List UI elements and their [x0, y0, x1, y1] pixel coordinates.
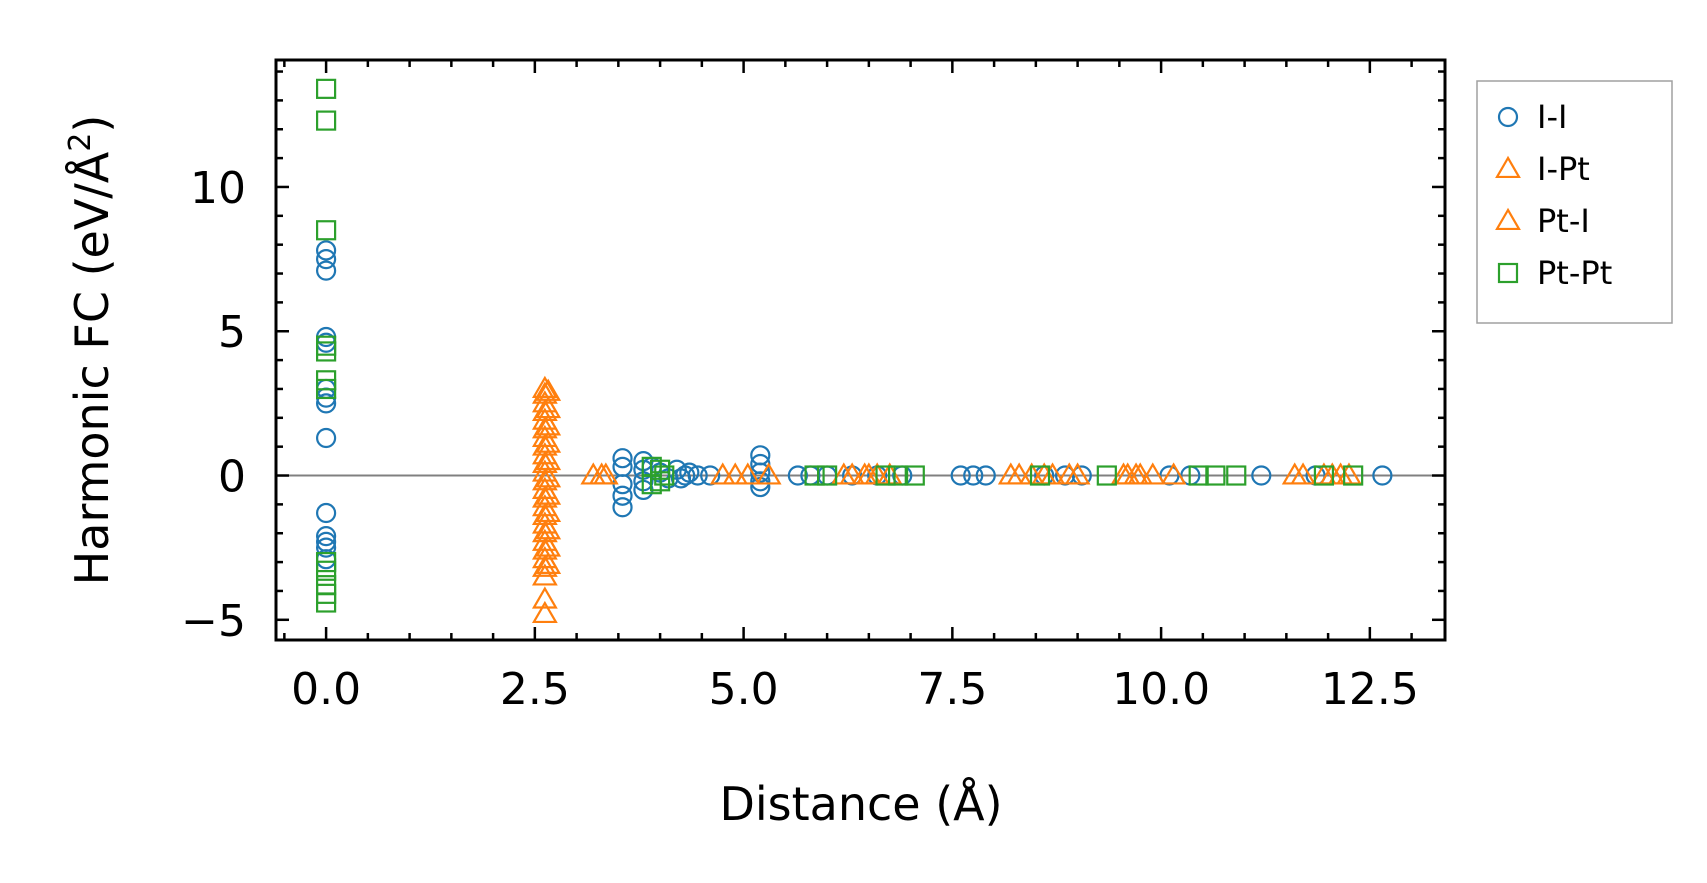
data-point: [588, 462, 615, 485]
y-axis-label: Harmonic FC (eV/Å2): [63, 115, 119, 586]
plot-frame: [274, 58, 1447, 642]
data-point: [816, 465, 838, 486]
data-point: [904, 465, 925, 486]
data-point: [963, 465, 984, 486]
data-point: [855, 462, 882, 485]
data-point: [709, 462, 736, 485]
data-point: [734, 462, 761, 485]
legend-item: I-Pt: [1495, 150, 1590, 188]
data-markers: [316, 78, 1393, 624]
data-point: [875, 465, 896, 486]
data-point: [316, 526, 337, 547]
legend-label: I-Pt: [1537, 150, 1590, 188]
data-point: [1372, 465, 1393, 486]
data-point: [316, 592, 337, 613]
data-point: [649, 471, 671, 492]
data-point: [1343, 465, 1364, 486]
data-point: [531, 586, 558, 609]
data-point: [804, 465, 825, 486]
data-point: [531, 600, 558, 624]
data-point: [531, 563, 558, 586]
data-point: [975, 465, 996, 486]
data-point: [612, 448, 633, 469]
y-tick-label: 5: [218, 307, 246, 358]
legend-item: Pt-I: [1495, 202, 1590, 240]
data-point: [316, 560, 337, 581]
data-point: [1226, 465, 1247, 486]
x-tick-label: 10.0: [1112, 664, 1210, 715]
tick-labels: 0.0 2.5 5.0 7.5 10.0 12.5 −5 0 5 10: [181, 163, 1419, 715]
data-point: [649, 459, 671, 480]
data-point: [654, 465, 675, 486]
data-point: [679, 462, 700, 483]
legend-marker: [1495, 207, 1521, 231]
legend-item: I-I: [1497, 98, 1567, 136]
data-point: [1188, 465, 1209, 486]
legend-label: Pt-Pt: [1537, 254, 1612, 292]
data-point: [535, 551, 562, 574]
data-point: [830, 462, 857, 485]
data-point: [316, 537, 337, 558]
data-point: [531, 375, 558, 398]
legend: I-I I-Pt Pt-I Pt-Pt: [1476, 80, 1673, 324]
legend-label: Pt-I: [1537, 202, 1590, 240]
legend-marker: [1497, 106, 1519, 128]
data-point: [750, 471, 771, 492]
data-point: [997, 462, 1024, 485]
data-point: [950, 465, 971, 486]
x-tick-label: 5.0: [709, 664, 779, 715]
data-point: [316, 78, 337, 99]
data-point: [887, 465, 909, 486]
data-point: [316, 110, 337, 131]
x-tick-label: 7.5: [917, 664, 987, 715]
legend-marker: [1495, 155, 1521, 179]
data-point: [612, 497, 633, 518]
x-tick-label: 2.5: [500, 664, 570, 715]
data-point: [612, 485, 633, 506]
data-point: [316, 378, 337, 400]
y-axis-label-main: Harmonic FC (eV/Å: [65, 151, 119, 585]
data-point: [787, 465, 808, 486]
data-point: [1160, 462, 1187, 485]
data-point: [675, 465, 696, 486]
data-point: [531, 554, 558, 577]
data-point: [316, 393, 337, 414]
data-point: [1123, 462, 1149, 485]
data-point: [316, 502, 337, 524]
data-point: [1110, 462, 1137, 485]
data-point: [1313, 465, 1335, 486]
plot-area: [274, 58, 1447, 642]
y-tick-label: 10: [190, 163, 246, 214]
data-point: [1029, 465, 1051, 486]
y-tick-label: −5: [181, 596, 246, 647]
y-axis-label-tail: ): [65, 115, 119, 133]
data-point: [316, 240, 337, 261]
legend-marker: [1497, 262, 1519, 284]
data-point: [1096, 465, 1117, 486]
x-axis-label: Distance (Å): [719, 777, 1002, 831]
data-point: [1251, 465, 1272, 486]
data-point: [1064, 462, 1091, 485]
data-point: [687, 465, 708, 486]
data-point: [1205, 465, 1226, 486]
data-point: [1290, 462, 1316, 485]
data-point: [316, 260, 337, 281]
data-point: [316, 341, 337, 362]
data-point: [722, 462, 749, 485]
data-point: [316, 249, 337, 270]
legend-label: I-I: [1537, 98, 1567, 136]
data-point: [316, 427, 337, 449]
y-tick-label: 0: [218, 452, 246, 503]
x-tick-label: 12.5: [1321, 664, 1419, 715]
data-point: [316, 220, 337, 241]
x-tick-label: 0.0: [291, 664, 361, 715]
y-axis-label-superscript: 2: [63, 133, 98, 152]
series-pt-pt: [316, 78, 1364, 613]
legend-item: Pt-Pt: [1497, 254, 1612, 292]
data-point: [1039, 462, 1066, 485]
data-point: [1139, 462, 1166, 485]
data-point: [755, 462, 782, 485]
